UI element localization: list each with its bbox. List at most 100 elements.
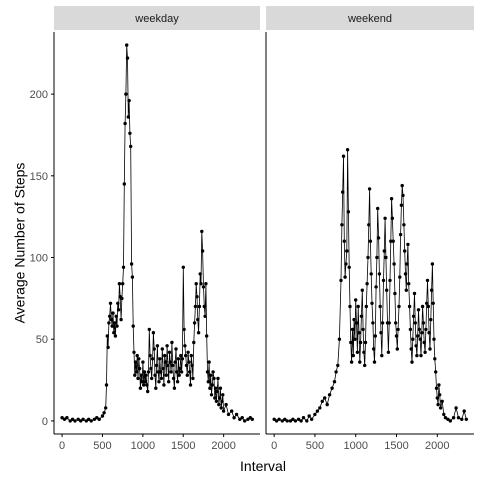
data-point [280,419,284,423]
strip-label-weekend: weekend [347,13,392,25]
data-point [363,340,368,345]
data-point [291,417,295,421]
data-point [206,380,210,384]
data-point [202,304,206,309]
data-point [378,304,382,309]
x-tick-label: 1000 [343,440,367,452]
x-tick-label: 0 [59,440,65,452]
data-point [109,317,114,322]
data-point [423,350,427,354]
data-point [351,353,355,358]
data-point [407,282,411,286]
data-point [171,363,175,368]
data-point [340,223,344,227]
data-point [73,419,77,423]
data-point [430,262,435,266]
data-point [153,373,157,377]
data-point [213,396,217,400]
data-point [350,327,355,332]
data-point [429,288,434,292]
y-tick-label: 200 [30,89,48,101]
data-point [429,317,433,322]
data-point [135,353,139,358]
data-point [352,317,356,322]
data-point [305,419,309,423]
data-point [402,223,406,227]
data-point [412,291,417,296]
data-point [320,399,324,403]
data-point [97,417,101,421]
data-point [176,357,181,361]
data-point [115,324,119,328]
data-point [221,393,225,397]
data-point [125,43,129,47]
data-point [112,331,116,335]
data-point [210,383,214,387]
data-point [130,275,135,279]
data-point [170,340,174,345]
data-point [178,366,182,371]
data-point [437,383,441,387]
data-point [377,272,382,276]
data-point [406,242,410,247]
data-point [325,402,329,407]
data-point [139,373,143,377]
data-point [133,360,138,364]
data-point [191,376,195,381]
data-point [116,301,120,305]
data-point [358,340,363,345]
data-point [240,416,244,420]
data-point [293,419,298,423]
data-point [398,275,402,279]
data-point [220,399,224,403]
data-point [355,350,360,354]
data-point [238,417,242,421]
data-point [70,417,75,421]
data-point [142,383,146,387]
data-point [137,366,142,371]
data-point [420,304,425,309]
data-point [104,406,108,410]
data-point [363,363,367,368]
data-point [179,353,183,358]
data-point [146,370,151,374]
data-point [414,344,418,348]
data-point [347,265,351,269]
data-point [131,324,135,328]
data-point [460,417,464,421]
data-point [438,393,442,397]
data-point [189,353,193,358]
y-axis-title-group: Average Number of Steps [12,163,28,324]
data-point [154,363,159,368]
x-tick-label: 0 [271,440,277,452]
data-point [123,121,127,126]
data-point [165,344,169,348]
data-point [205,370,210,374]
data-point [390,216,395,220]
x-tick-label: 500 [306,440,324,452]
y-tick-label: 0 [42,416,48,428]
data-point [366,255,370,260]
data-point [196,331,201,335]
data-point [438,406,443,410]
data-point [167,350,172,354]
data-point [365,282,369,286]
data-point [440,399,444,403]
data-point [408,327,413,332]
data-point [456,416,461,420]
strip-weekday [54,6,260,30]
data-point [211,370,215,374]
strip-label-weekday: weekday [134,13,179,25]
data-point [151,331,156,335]
data-point [318,406,322,410]
data-point [158,370,163,374]
data-point [354,321,359,325]
data-point [147,327,151,332]
data-point [107,321,111,325]
data-point [65,416,69,420]
data-point [389,239,393,243]
data-point [349,340,353,345]
data-point [416,308,421,312]
data-point [129,144,133,149]
